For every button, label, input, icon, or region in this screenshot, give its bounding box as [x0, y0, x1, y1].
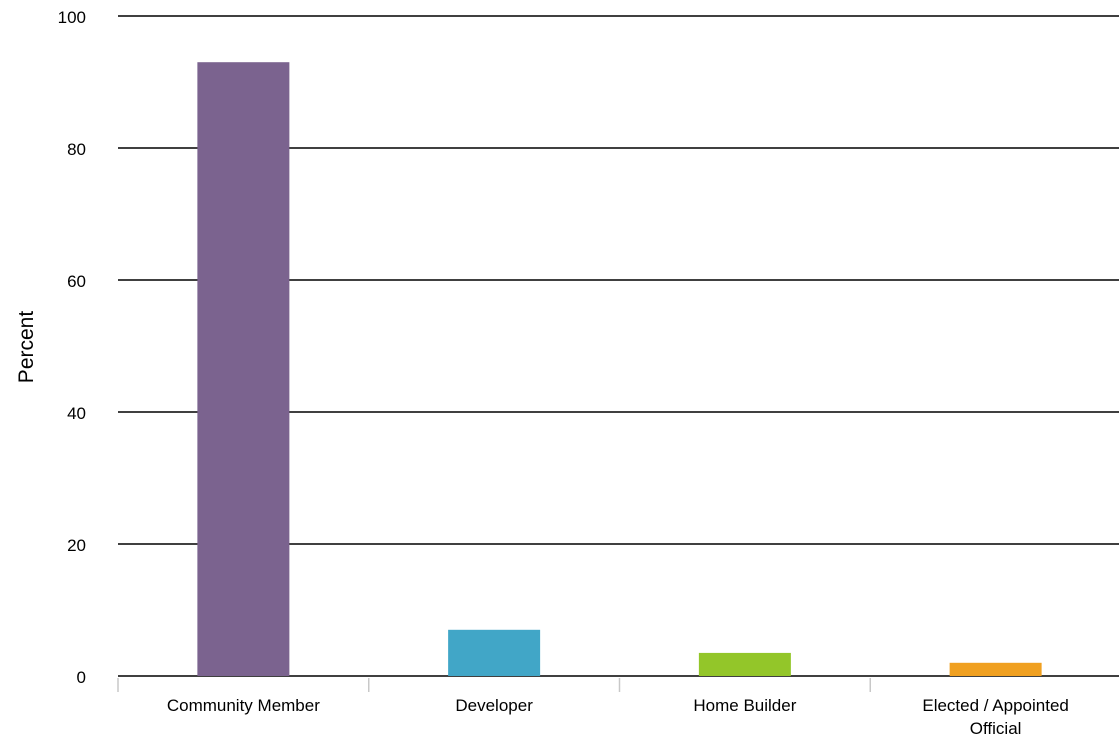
- bars: [197, 62, 1042, 676]
- y-tick-label: 40: [67, 404, 86, 423]
- y-axis-ticks: 0 20 40 60 80 100: [58, 8, 86, 687]
- x-axis: Community Member Developer Home Builder Ele…: [117, 678, 1069, 738]
- x-tick-label-line: Official: [970, 719, 1022, 738]
- y-tick-label: 20: [67, 536, 86, 555]
- x-tick-label-line: Home Builder: [693, 696, 796, 715]
- bar: [698, 652, 791, 676]
- y-tick-label: 0: [77, 668, 86, 687]
- x-tick-label-line: Community Member: [167, 696, 320, 715]
- y-tick-label: 100: [58, 8, 86, 27]
- bar: [949, 662, 1042, 676]
- x-tick-label-line: Developer: [455, 696, 533, 715]
- bar: [197, 62, 290, 676]
- y-tick-label: 60: [67, 272, 86, 291]
- y-tick-label: 80: [67, 140, 86, 159]
- bar: [448, 629, 541, 676]
- x-tick-label-line: Elected / Appointed: [922, 696, 1069, 715]
- x-tick-label: Elected / Appointed Official: [922, 696, 1069, 738]
- y-axis-label: Percent: [15, 311, 38, 384]
- x-tick-label: Community Member: [167, 696, 320, 715]
- x-tick-label: Home Builder: [693, 696, 796, 715]
- x-tick-label: Developer: [455, 696, 533, 715]
